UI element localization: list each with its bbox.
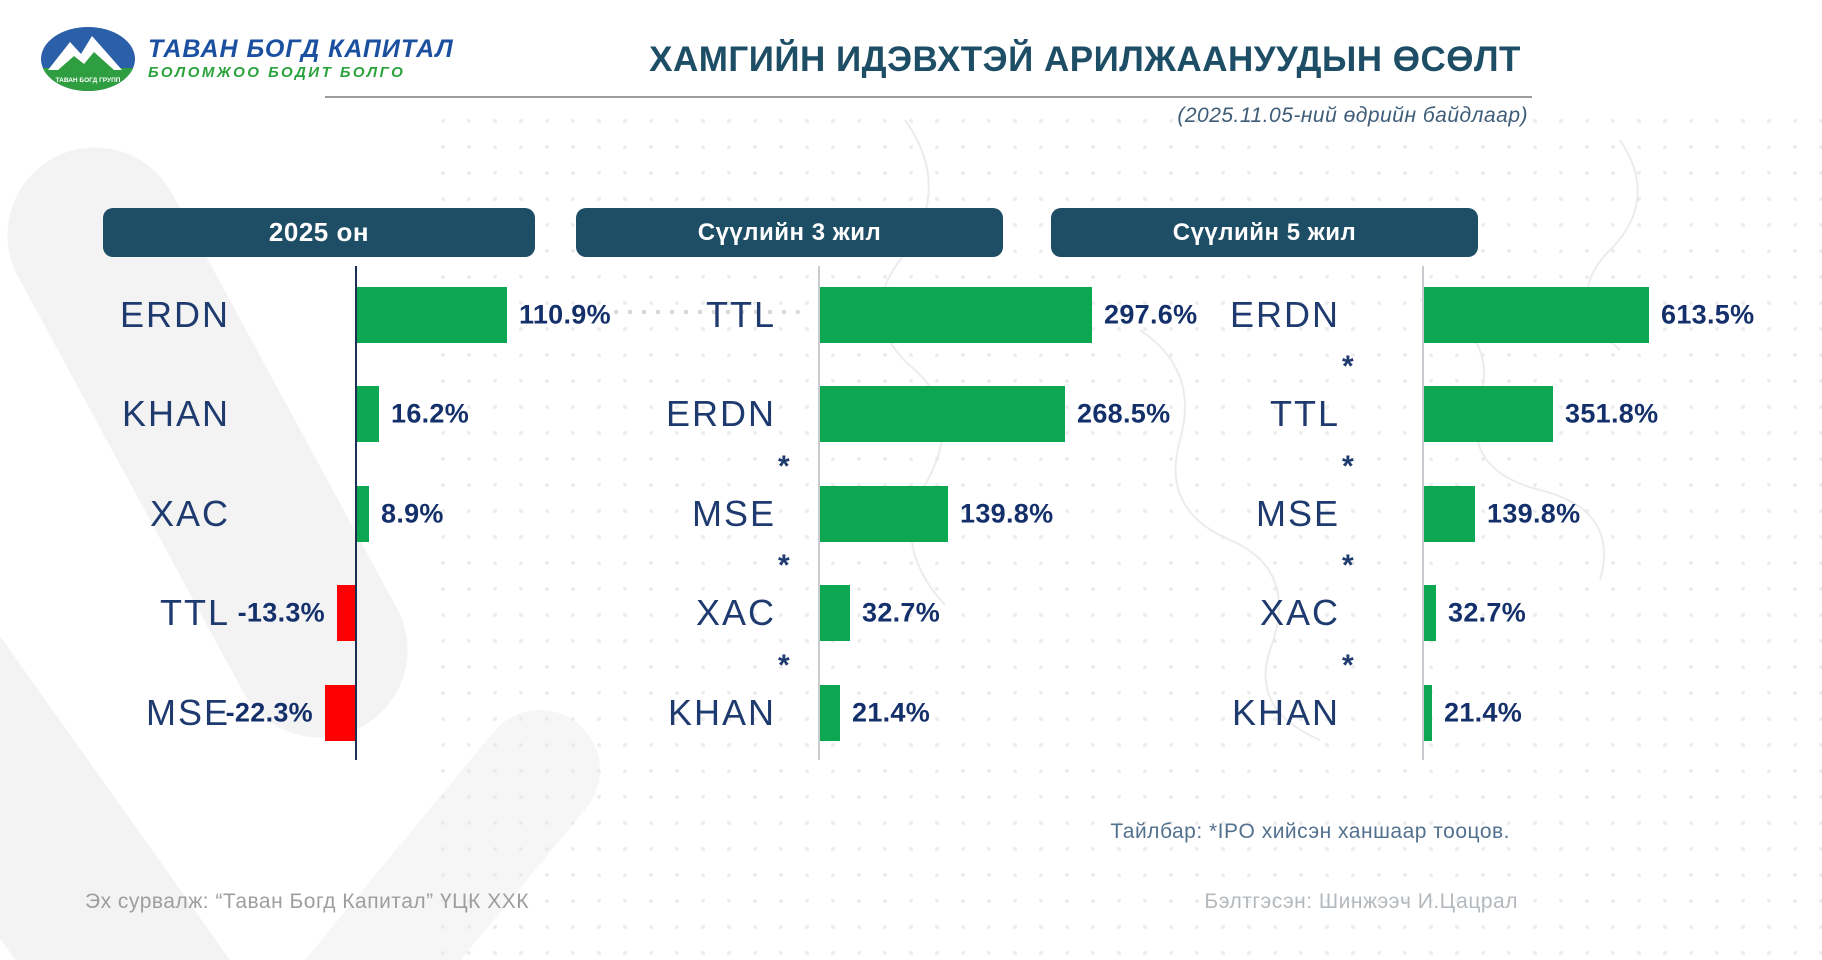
- bar-xac: [1424, 585, 1436, 642]
- source-text: Эх сурвалж: “Таван Богд Капитал” ҮЦК ХХК: [85, 890, 529, 913]
- ipo-asterisk-khan: *: [778, 648, 790, 682]
- panel-header-3-years: Сүүлийн 3 жил: [576, 208, 1003, 257]
- value-label-mse: 139.8%: [1487, 498, 1581, 529]
- bar-mse: [325, 684, 355, 741]
- panel-2025: 2025 он ERDN 110.9% KHAN 16.2% XAC 8.9% TTL -13…: [103, 208, 611, 774]
- value-label-ttl: -13.3%: [237, 597, 325, 628]
- title-underline: [325, 96, 1532, 98]
- bar-xac: [820, 585, 850, 642]
- value-label-xac: 8.9%: [381, 498, 444, 529]
- ticker-label-erdn: ERDN: [665, 393, 776, 435]
- axis-baseline: [355, 266, 357, 760]
- ticker-label-khan: KHAN: [667, 691, 776, 733]
- bar-erdn: [820, 386, 1065, 443]
- bar-mse: [820, 485, 948, 542]
- value-label-erdn: 613.5%: [1661, 299, 1755, 330]
- value-label-khan: 21.4%: [1444, 697, 1523, 728]
- axis-baseline: [818, 266, 820, 760]
- ticker-label-xac: XAC: [1259, 592, 1340, 634]
- bar-erdn: [357, 287, 507, 343]
- bar-khan: [820, 684, 840, 741]
- value-label-khan: 21.4%: [852, 697, 931, 728]
- ticker-label-ttl: TTL: [159, 592, 230, 634]
- value-label-erdn: 110.9%: [519, 299, 611, 330]
- logo-oval-text: ТАВАН БОГД ГРУПП: [56, 77, 121, 84]
- company-logo: ТАВАН БОГД ГРУПП ТАВАН БОГД КАПИТАЛ БОЛО…: [40, 26, 454, 92]
- ticker-label-mse: MSE: [1255, 492, 1340, 534]
- value-label-ttl: 297.6%: [1104, 299, 1198, 330]
- as-of-date: (2025.11.05-ний өдрийн байдлаар): [1177, 104, 1528, 127]
- value-label-xac: 32.7%: [1448, 597, 1527, 628]
- ipo-asterisk-mse: *: [1342, 449, 1354, 483]
- dotted-connector-line: [614, 310, 800, 314]
- page-title: ХАМГИЙН ИДЭВХТЭЙ АРИЛЖААНУУДЫН ӨСӨЛТ: [649, 40, 1521, 79]
- ticker-label-khan: KHAN: [121, 393, 230, 435]
- bar-khan: [1424, 684, 1432, 741]
- ipo-asterisk-mse: *: [778, 449, 790, 483]
- bar-khan: [357, 386, 379, 443]
- ipo-footnote: Тайлбар: *IPO хийсэн ханшаар тооцов.: [1110, 820, 1510, 843]
- value-label-erdn: 268.5%: [1077, 398, 1171, 429]
- prepared-by-text: Бэлтгэсэн: Шинжээч И.Цацрал: [1204, 890, 1518, 913]
- value-label-mse: 139.8%: [960, 498, 1054, 529]
- ipo-asterisk-khan: *: [1342, 648, 1354, 682]
- bar-xac: [357, 485, 369, 542]
- ipo-asterisk-xac: *: [1342, 549, 1354, 583]
- ticker-label-xac: XAC: [149, 492, 230, 534]
- brand-slogan: БОЛОМЖОО БОДИТ БОЛГО: [148, 64, 406, 81]
- bar-erdn: [1424, 287, 1649, 343]
- ticker-label-ttl: TTL: [1269, 393, 1340, 435]
- bar-ttl: [337, 585, 355, 642]
- bar-mse: [1424, 485, 1475, 542]
- panel-header-2025: 2025 он: [103, 208, 535, 257]
- value-label-khan: 16.2%: [391, 398, 470, 429]
- ticker-label-erdn: ERDN: [119, 294, 230, 335]
- axis-baseline: [1422, 266, 1424, 760]
- panel-5-years: Сүүлийн 5 жил ERDN 613.5% TTL * 351.8% MSE * 13…: [1051, 208, 1754, 774]
- panel-3-years: Сүүлийн 3 жил TTL 297.6% ERDN 268.5% MSE * 139…: [576, 208, 1197, 774]
- ipo-asterisk-xac: *: [778, 549, 790, 583]
- ticker-label-xac: XAC: [695, 592, 776, 634]
- ticker-label-mse: MSE: [145, 691, 230, 733]
- brand-name: ТАВАН БОГД КАПИТАЛ: [148, 34, 454, 63]
- ticker-label-mse: MSE: [691, 492, 776, 534]
- ticker-label-erdn: ERDN: [1229, 294, 1340, 335]
- value-label-ttl: 351.8%: [1565, 398, 1659, 429]
- panel-header-5-years: Сүүлийн 5 жил: [1051, 208, 1478, 257]
- bar-ttl: [1424, 386, 1553, 443]
- ticker-label-ttl: TTL: [705, 294, 776, 335]
- ticker-label-khan: KHAN: [1231, 691, 1340, 733]
- ipo-asterisk-ttl: *: [1342, 350, 1354, 384]
- value-label-mse: -22.3%: [225, 697, 313, 728]
- value-label-xac: 32.7%: [862, 597, 941, 628]
- logo-mountain-icon: ТАВАН БОГД ГРУПП: [41, 27, 135, 91]
- bar-ttl: [820, 287, 1092, 343]
